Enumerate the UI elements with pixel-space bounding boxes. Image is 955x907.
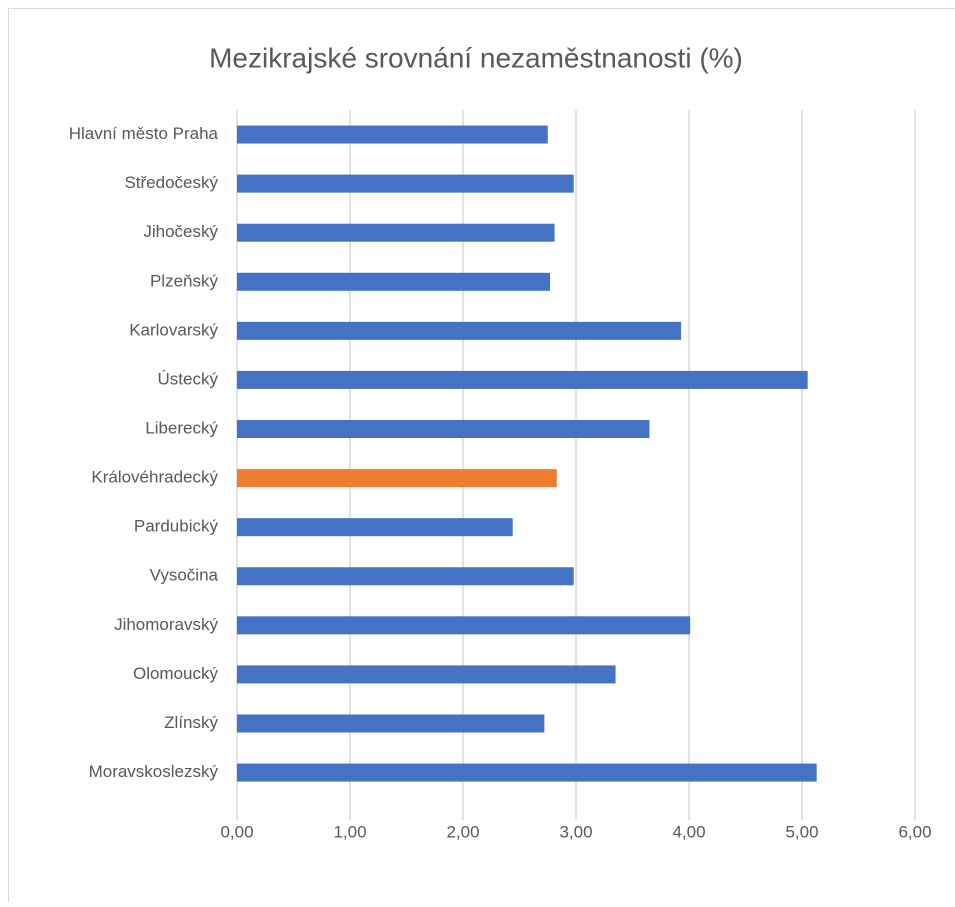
x-tick-label: 1,00 — [333, 822, 366, 841]
bar — [237, 764, 817, 782]
bar — [237, 518, 513, 536]
y-tick-label: Liberecký — [145, 419, 218, 438]
y-tick-label: Pardubický — [134, 517, 219, 536]
y-tick-label: Ústecký — [158, 369, 219, 388]
bar — [237, 420, 649, 438]
x-tick-label: 3,00 — [559, 822, 592, 841]
x-tick-label: 6,00 — [898, 822, 931, 841]
x-tick-label: 4,00 — [672, 822, 705, 841]
bar — [237, 175, 574, 193]
y-tick-label: Plzeňský — [150, 271, 219, 290]
x-tick-label: 5,00 — [785, 822, 818, 841]
y-tick-label: Královéhradecký — [91, 468, 218, 487]
bar — [237, 322, 681, 340]
bar — [237, 224, 555, 242]
y-tick-label: Hlavní město Praha — [69, 124, 219, 143]
x-tick-label: 2,00 — [446, 822, 479, 841]
bar — [237, 665, 616, 683]
bar — [237, 567, 574, 585]
bar — [237, 469, 557, 487]
x-tick-label: 0,00 — [220, 822, 253, 841]
bar — [237, 616, 690, 634]
y-tick-label: Jihočeský — [143, 222, 218, 241]
bar — [237, 371, 808, 389]
bar — [237, 126, 548, 144]
y-tick-label: Moravskoslezský — [89, 762, 219, 781]
chart-title: Mezikrajské srovnání nezaměstnanosti (%) — [209, 42, 743, 73]
y-tick-label: Vysočina — [150, 566, 219, 585]
bar — [237, 715, 544, 733]
y-tick-label: Středočeský — [124, 173, 218, 192]
y-tick-label: Karlovarský — [129, 320, 218, 339]
y-tick-label: Olomoucký — [133, 664, 219, 683]
bar — [237, 273, 550, 291]
y-tick-label: Zlínský — [164, 713, 218, 732]
y-tick-label: Jihomoravský — [114, 615, 218, 634]
